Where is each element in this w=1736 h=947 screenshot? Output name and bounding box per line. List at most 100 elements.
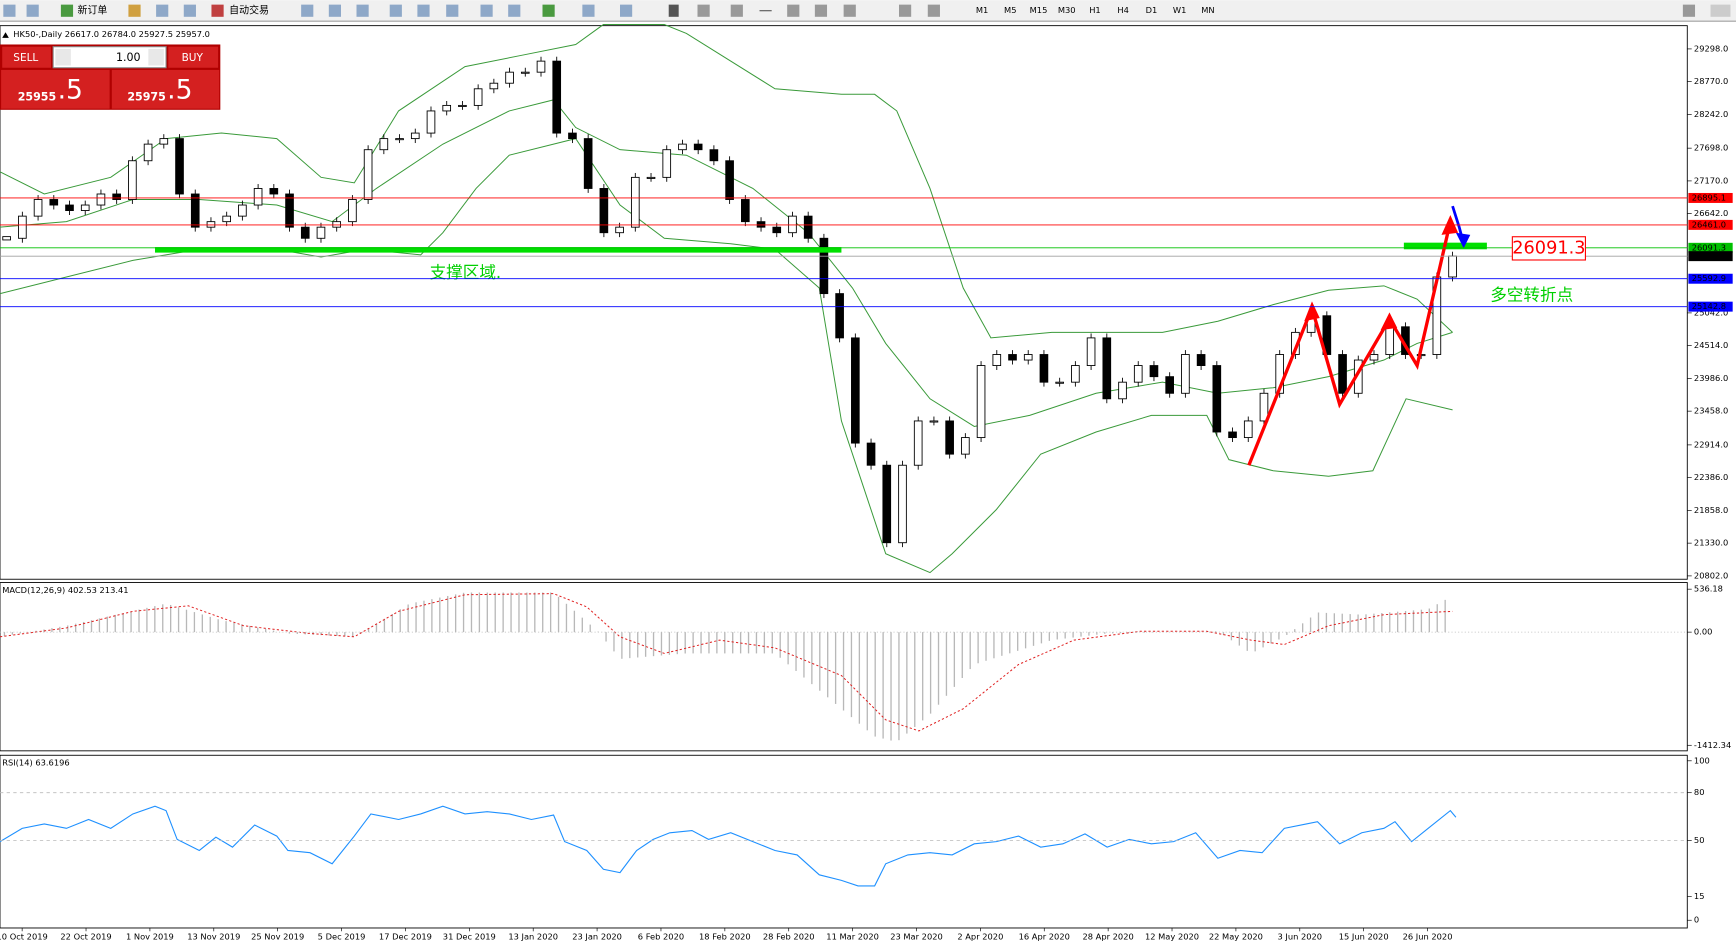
timeframe-button[interactable]: M15 [1030, 5, 1048, 15]
x-tick-label: 10 Oct 2019 [0, 931, 48, 941]
candle-body [489, 82, 499, 90]
rsi-pane [0, 754, 1688, 929]
candle-body [583, 138, 593, 189]
candle-body [992, 354, 1002, 367]
candle-body [112, 193, 121, 200]
bb-middle [0, 99, 1453, 427]
price-box-label: 26091.3 [1512, 238, 1585, 258]
bid-main: 25955 [18, 91, 57, 104]
candle-body [206, 221, 216, 228]
candle-body [1133, 365, 1143, 383]
candle-body [1196, 354, 1206, 367]
x-tick-label: 2 Apr 2020 [957, 931, 1003, 941]
candle-body [1212, 365, 1222, 433]
candle-body [348, 199, 357, 223]
candle-body [96, 193, 106, 206]
candle-body [143, 143, 153, 162]
macd-signal [0, 593, 1453, 732]
y-tick-label: 27698.0 [1694, 143, 1728, 153]
sell-price-box[interactable] [1, 69, 110, 109]
candle-body [190, 193, 200, 228]
x-tick-label: 13 Nov 2019 [187, 931, 240, 941]
y-tick-label: 25042.0 [1694, 307, 1728, 317]
macd-histogram [3, 592, 1446, 741]
candle-body [1118, 381, 1127, 400]
y-tick-label: 22386.0 [1694, 472, 1728, 482]
price-line-label: 25592.9 [1692, 273, 1726, 283]
volume-box[interactable] [52, 46, 167, 69]
x-tick-label: 3 Jun 2020 [1277, 931, 1322, 941]
candle-body [803, 215, 813, 239]
x-tick-label: 31 Dec 2019 [443, 931, 496, 941]
price-box [1511, 236, 1586, 261]
candle-body [1071, 365, 1080, 383]
candle-body [961, 437, 970, 455]
x-tick-label: 12 May 2020 [1145, 931, 1199, 941]
timeframe-button[interactable]: W1 [1173, 5, 1186, 15]
sell-button[interactable] [2, 46, 51, 68]
x-tick-label: 23 Jan 2020 [572, 931, 622, 941]
candle-body [725, 160, 734, 200]
timeframe-button[interactable]: H4 [1117, 5, 1129, 15]
toolbar-new-order[interactable]: 新订单 [78, 4, 108, 17]
candle-body [426, 110, 436, 134]
volume[interactable]: 1.00 [116, 51, 141, 64]
annotation-support: 支撑区域. [430, 263, 502, 282]
buy-button[interactable] [168, 46, 219, 68]
candle-body [662, 149, 672, 178]
price-label-bg [1688, 242, 1733, 253]
x-tick-label: 23 Mar 2020 [890, 931, 943, 941]
candle-body [1165, 376, 1174, 394]
timeframe-button[interactable]: H1 [1089, 5, 1101, 15]
rsi-title: RSI(14) 63.6196 [2, 758, 69, 768]
candle-body [1008, 354, 1017, 361]
arrowhead [1455, 232, 1471, 249]
candle-body [442, 104, 452, 112]
toolbar-icons [3, 4, 1731, 17]
arrowhead [1380, 312, 1398, 331]
candle-body [410, 132, 420, 140]
sell-label[interactable]: SELL [13, 52, 38, 64]
price-line-label: 26461.0 [1692, 219, 1726, 229]
candle-body [693, 143, 703, 151]
buy-price-box[interactable] [111, 69, 220, 109]
candle-body [945, 420, 954, 455]
candle-body [1259, 392, 1269, 422]
price-line-label: 26895.1 [1692, 192, 1726, 202]
volume-down[interactable] [55, 48, 71, 66]
x-tick-label: 18 Feb 2020 [699, 931, 751, 941]
timeframe-button[interactable]: MN [1201, 5, 1214, 15]
candle-body [929, 420, 939, 423]
timeframe-button[interactable]: M30 [1058, 5, 1076, 15]
candle-body [316, 226, 326, 239]
buy-label[interactable]: BUY [182, 52, 204, 64]
zigzag-arrow [1247, 221, 1452, 466]
candle-body [175, 138, 184, 195]
header-icon [2, 32, 9, 38]
candle-body [898, 464, 907, 544]
candle-body [285, 193, 294, 228]
y-tick-label: 21330.0 [1694, 538, 1728, 548]
candle-body [300, 226, 310, 239]
y-tick-label: 22914.0 [1694, 439, 1728, 449]
candle-body [568, 132, 577, 140]
y-tick-label: 23458.0 [1694, 406, 1728, 416]
candle-body [819, 237, 829, 295]
x-tick-label: 26 Jun 2020 [1403, 931, 1453, 941]
candle-body [80, 204, 90, 211]
y-tick-label: 29298.0 [1694, 43, 1728, 53]
candle-body [1385, 326, 1395, 355]
volume-up[interactable] [148, 48, 164, 66]
candle-body [379, 138, 389, 151]
candle-body [1102, 337, 1112, 400]
price-line-label: 25142.8 [1692, 301, 1726, 311]
timeframe-button[interactable]: M1 [976, 5, 988, 15]
toolbar-auto-trade[interactable]: 自动交易 [229, 4, 269, 17]
candle-body [1055, 381, 1064, 384]
timeframe-button[interactable]: M5 [1004, 5, 1016, 15]
candle-body [646, 176, 656, 179]
price-label-bg [1688, 192, 1733, 203]
timeframe-button[interactable]: D1 [1146, 5, 1158, 15]
candle-body [238, 204, 247, 217]
